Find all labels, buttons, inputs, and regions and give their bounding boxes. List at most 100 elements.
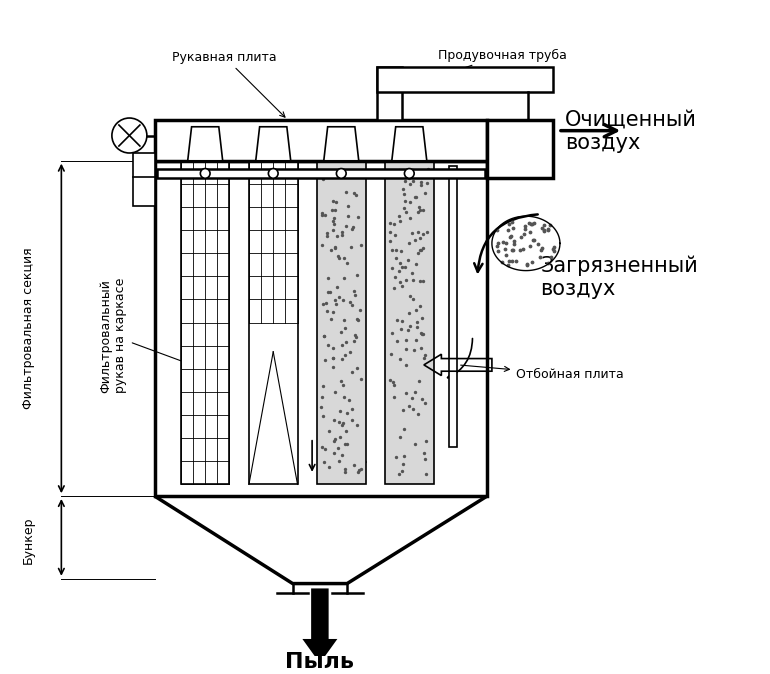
Point: [351, 314, 363, 325]
Point: [527, 217, 540, 228]
Point: [519, 224, 531, 235]
Point: [344, 170, 357, 181]
Point: [347, 336, 360, 346]
Point: [337, 380, 350, 391]
Point: [409, 235, 421, 245]
Point: [419, 187, 431, 198]
Point: [415, 245, 427, 255]
Point: [390, 315, 403, 326]
Bar: [249, 161, 297, 485]
Point: [397, 466, 409, 477]
Point: [514, 244, 526, 255]
Point: [348, 187, 360, 198]
Point: [501, 224, 514, 235]
Point: [346, 299, 358, 310]
Point: [387, 219, 400, 230]
Point: [417, 276, 430, 287]
Point: [497, 237, 510, 247]
Point: [340, 438, 353, 449]
Point: [329, 205, 341, 216]
Point: [508, 236, 521, 247]
Point: [353, 465, 366, 476]
Point: [505, 231, 517, 241]
Point: [387, 377, 400, 388]
Point: [336, 420, 348, 431]
Point: [339, 467, 351, 478]
Point: [411, 172, 424, 183]
Point: [333, 456, 345, 467]
Point: [534, 252, 546, 263]
Point: [340, 425, 352, 436]
Point: [492, 245, 504, 256]
Point: [547, 245, 560, 256]
Point: [335, 375, 347, 386]
Point: [490, 224, 503, 235]
Point: [332, 251, 344, 262]
Point: [345, 242, 357, 253]
Point: [393, 432, 406, 443]
Point: [403, 320, 416, 331]
Point: [316, 442, 329, 453]
Point: [338, 392, 350, 403]
Point: [407, 172, 420, 183]
Point: [508, 239, 521, 249]
Point: [354, 464, 367, 474]
FancyArrow shape: [303, 588, 337, 663]
Point: [342, 201, 354, 212]
Point: [327, 353, 340, 364]
Point: [411, 316, 424, 327]
Point: [399, 195, 411, 206]
Bar: [155, 120, 487, 161]
Point: [397, 458, 409, 469]
Point: [387, 282, 400, 293]
Point: [333, 291, 345, 302]
Circle shape: [112, 118, 147, 153]
Point: [328, 213, 340, 224]
Point: [346, 367, 359, 377]
Point: [524, 226, 536, 237]
Point: [397, 184, 410, 195]
Point: [386, 263, 398, 274]
Point: [413, 275, 426, 286]
Point: [504, 232, 516, 243]
Point: [326, 195, 339, 206]
Bar: [181, 161, 229, 485]
Point: [417, 353, 430, 364]
Point: [318, 330, 330, 341]
Point: [506, 216, 518, 227]
Point: [415, 342, 427, 353]
Point: [400, 274, 413, 285]
Point: [339, 350, 351, 361]
Point: [317, 174, 330, 185]
Point: [510, 256, 522, 267]
Point: [329, 387, 341, 398]
Point: [398, 262, 410, 272]
Point: [348, 460, 360, 470]
Point: [400, 388, 412, 398]
Point: [355, 373, 367, 384]
Point: [419, 350, 431, 361]
Point: [414, 177, 427, 187]
Point: [503, 219, 515, 230]
Point: [414, 245, 427, 255]
Point: [384, 375, 397, 386]
Point: [518, 229, 531, 240]
Point: [409, 439, 421, 450]
Point: [420, 435, 433, 446]
Point: [397, 262, 409, 272]
Point: [395, 246, 407, 257]
Point: [421, 227, 434, 238]
Polygon shape: [487, 120, 553, 179]
Point: [422, 164, 434, 175]
Point: [322, 272, 334, 283]
Point: [417, 328, 429, 339]
Point: [420, 468, 432, 479]
Point: [412, 408, 424, 419]
Point: [393, 469, 406, 480]
Point: [414, 327, 427, 338]
Point: [335, 326, 347, 337]
Circle shape: [336, 168, 346, 179]
Point: [390, 336, 403, 346]
Circle shape: [269, 168, 278, 179]
Point: [336, 226, 348, 237]
